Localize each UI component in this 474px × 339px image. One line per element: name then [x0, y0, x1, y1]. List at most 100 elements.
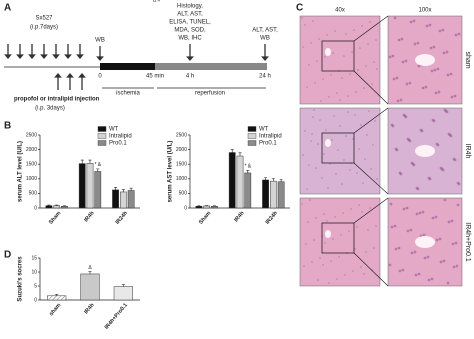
label: WB, IHC — [178, 36, 202, 42]
nucleus — [424, 85, 428, 89]
y-tick-label: 1000 — [26, 176, 37, 182]
nucleus — [404, 59, 408, 63]
x-tick-label: Sham — [48, 210, 62, 225]
bar — [127, 190, 135, 209]
nucleus — [352, 270, 354, 272]
nucleus — [428, 23, 432, 27]
nucleus — [362, 182, 364, 184]
x-tick-label: IR4h — [83, 302, 96, 315]
bar — [211, 205, 218, 209]
nucleus — [307, 221, 309, 223]
nucleus — [320, 100, 322, 102]
nucleus — [392, 77, 396, 81]
zoom-line — [353, 70, 389, 105]
nucleus — [322, 78, 324, 80]
timeline: Sx527 (i.p.7days) WB Histology, ALT, AST… — [4, 4, 278, 112]
nucleus — [399, 98, 403, 102]
vessel — [415, 236, 435, 248]
nucleus — [345, 135, 347, 137]
nucleus — [338, 256, 340, 258]
row-label: IR4h+Pro0.1 — [464, 222, 471, 262]
nucleus — [394, 247, 398, 251]
y-tick-label: 2500 — [176, 132, 187, 138]
nucleus — [434, 215, 438, 219]
nucleus — [452, 157, 456, 161]
vessel — [325, 48, 331, 56]
nucleus — [334, 30, 336, 32]
nucleus — [332, 238, 334, 240]
x-tick-label: sham — [48, 302, 62, 317]
nucleus — [301, 17, 303, 19]
nucleus — [401, 60, 405, 64]
nucleus — [438, 29, 442, 33]
nucleus — [434, 91, 438, 95]
nucleus — [311, 133, 313, 135]
nucleus — [436, 67, 440, 71]
arrow-head — [96, 56, 104, 62]
label: (i.p.7days) — [30, 25, 58, 31]
nucleus — [364, 158, 366, 160]
y-axis-label: Suzuki's socres — [18, 256, 24, 302]
bar — [119, 191, 127, 209]
nucleus — [398, 269, 402, 273]
zoom-line — [353, 107, 389, 134]
error-bar — [55, 294, 59, 296]
nucleus — [455, 264, 459, 268]
nucleus — [331, 139, 333, 141]
legend-label: Intralipid — [259, 134, 282, 140]
nucleus — [454, 241, 458, 245]
nucleus — [361, 25, 363, 27]
nucleus — [421, 210, 425, 214]
arrow-head — [186, 56, 194, 62]
nucleus — [316, 60, 318, 62]
y-tick-label: 5 — [34, 283, 37, 289]
nucleus — [315, 167, 317, 169]
error-bar — [264, 177, 268, 180]
label: ALT, AST, — [177, 12, 203, 18]
zoom-box — [321, 40, 355, 72]
x-tick-label: IR4h — [233, 210, 246, 223]
nucleus — [416, 41, 420, 45]
nucleus — [435, 238, 439, 242]
nucleus — [442, 51, 446, 55]
nucleus — [347, 95, 349, 97]
nucleus — [317, 143, 319, 145]
nucleus — [412, 19, 416, 23]
nucleus — [322, 264, 324, 266]
nucleus — [451, 242, 455, 246]
bar — [262, 179, 269, 209]
nucleus — [339, 125, 341, 127]
error-bar — [246, 170, 250, 173]
nucleus — [302, 46, 304, 48]
legend-swatch — [247, 133, 257, 139]
nucleus — [325, 129, 327, 131]
nucleus — [373, 61, 375, 63]
nucleus — [361, 211, 363, 213]
bar — [61, 205, 68, 209]
nucleus — [439, 260, 443, 264]
nucleus — [400, 37, 404, 41]
bar — [112, 189, 119, 209]
nucleus — [422, 233, 426, 237]
y-tick-label: 1500 — [26, 162, 37, 168]
error-bar — [114, 186, 118, 190]
nucleus — [341, 183, 343, 185]
arrow-head — [16, 54, 24, 60]
nucleus — [443, 198, 447, 202]
legend-swatch — [97, 140, 107, 146]
nucleus — [360, 124, 362, 126]
nucleus — [410, 251, 414, 255]
vessel — [325, 139, 331, 147]
nucleus — [319, 119, 321, 121]
nucleus — [305, 243, 307, 245]
nucleus — [366, 134, 368, 136]
nucleus — [334, 216, 336, 218]
bar-hatch — [47, 295, 66, 300]
nucleus — [330, 260, 332, 262]
error-bar — [271, 178, 275, 182]
nucleus — [367, 43, 369, 45]
error-bar — [88, 159, 92, 164]
nucleus — [327, 187, 329, 189]
nucleus — [435, 142, 439, 146]
